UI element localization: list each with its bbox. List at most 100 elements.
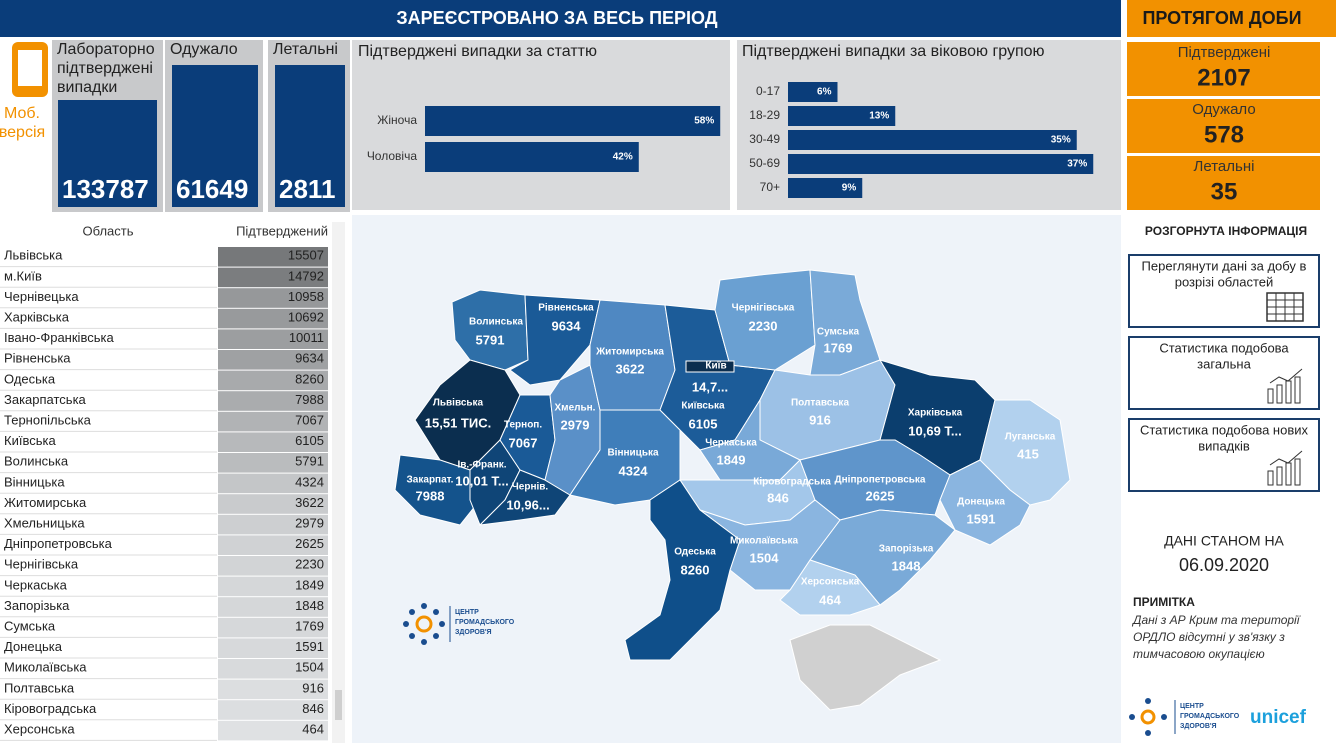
value-cell <box>218 288 328 308</box>
note-title: ПРИМІТКА <box>1133 595 1195 609</box>
region-value: 7988 <box>416 488 445 503</box>
table-header <box>0 220 330 245</box>
region-name: Одеська <box>4 371 56 386</box>
category-label: 50-69 <box>749 156 780 170</box>
button-label[interactable]: випадків <box>1198 438 1250 453</box>
chart-icon-bar[interactable] <box>1267 388 1274 404</box>
button-label[interactable]: Переглянути дані за добу в <box>1142 258 1307 273</box>
value-label: 35% <box>1051 135 1071 146</box>
region-value: 415 <box>1017 446 1039 461</box>
stat-value: 133787 <box>62 174 149 204</box>
logo-text: ГРОМАДСЬКОГО <box>1180 713 1240 720</box>
region-value: 5791 <box>476 332 505 347</box>
region-value: 2979 <box>561 417 590 432</box>
region-value: 7067 <box>295 413 324 428</box>
region-name: Сумська <box>4 619 56 634</box>
region-name: Дніпропетровська <box>4 536 113 551</box>
details-button[interactable] <box>1128 336 1320 410</box>
region-name: Кіровоградська <box>753 477 831 488</box>
value-cell <box>218 720 328 741</box>
daily-label: Одужало <box>1192 101 1255 118</box>
button-label[interactable]: Статистика подобова <box>1159 340 1289 355</box>
value-cell <box>218 411 328 432</box>
button-label[interactable]: загальна <box>1197 356 1251 371</box>
value-label: 42% <box>613 152 633 163</box>
mobile-label[interactable]: версія <box>0 124 45 141</box>
stat-label: Летальні <box>273 41 338 58</box>
chart-icon-bar[interactable] <box>1267 470 1274 486</box>
region-name: Миколаївська <box>4 660 87 675</box>
daily-value: 35 <box>1211 178 1238 205</box>
chart-icon-line[interactable] <box>1269 450 1303 466</box>
chart-icon-bar[interactable] <box>1294 458 1301 486</box>
logo-text: ЦЕНТР <box>455 609 479 616</box>
chart-icon-bar[interactable] <box>1294 376 1301 404</box>
region-value: 1769 <box>295 619 324 634</box>
value-cell <box>218 576 328 597</box>
chart-icon-bar[interactable] <box>1276 466 1283 486</box>
region <box>939 459 1031 546</box>
region-name: м.Київ <box>4 268 42 283</box>
daily-value: 2107 <box>1197 64 1250 91</box>
scrollbar[interactable] <box>332 222 345 743</box>
region-value: 6105 <box>689 416 718 431</box>
bar <box>788 130 1077 150</box>
region-name: Херсонська <box>4 722 75 737</box>
value-label: 58% <box>694 116 714 127</box>
value-cell <box>218 453 328 473</box>
region-value: 1591 <box>295 639 324 654</box>
region-name: Закарпат. <box>407 475 454 486</box>
note-text: тимчасовою окупацією <box>1133 647 1265 661</box>
chart-icon-bar[interactable] <box>1276 384 1283 404</box>
button-label[interactable]: Статистика подобова нових <box>1140 422 1309 437</box>
region <box>624 479 741 661</box>
stat-box <box>58 100 157 207</box>
value-cell <box>218 679 328 700</box>
value-cell <box>218 700 328 720</box>
region <box>451 289 529 371</box>
logo-text: ЦЕНТР <box>1180 703 1204 710</box>
details-button[interactable] <box>1128 418 1320 492</box>
chart-icon-line[interactable] <box>1269 368 1303 384</box>
category-label: 70+ <box>760 180 780 194</box>
region-value: 2625 <box>295 536 324 551</box>
date-value: 06.09.2020 <box>1179 555 1269 575</box>
region-value: 464 <box>819 592 841 607</box>
value-cell <box>218 391 328 411</box>
region-value: 5791 <box>295 454 324 469</box>
region-name: Сумська <box>817 327 860 338</box>
header-bar <box>0 0 1121 37</box>
value-cell <box>218 617 328 638</box>
scrollbar-thumb[interactable] <box>335 690 342 720</box>
region-name: Вінницька <box>4 474 65 489</box>
value-cell <box>218 329 328 349</box>
value-label: 6% <box>817 87 832 98</box>
stat-value: 2811 <box>279 174 335 204</box>
region-name: Житомирська <box>595 347 664 358</box>
stat-label: підтверджені <box>57 60 153 77</box>
region-name: Полтавська <box>791 398 849 409</box>
region-value: 10,01 Т... <box>455 473 508 488</box>
button-label[interactable]: розрізі областей <box>1175 274 1274 289</box>
region-name: Миколаївська <box>730 536 799 547</box>
category-label: 30-49 <box>749 132 780 146</box>
region-value: 916 <box>809 412 831 427</box>
daily-card <box>1127 42 1320 96</box>
bar <box>425 106 721 136</box>
daily-card <box>1127 99 1320 153</box>
region-value: 1848 <box>295 598 324 613</box>
region-name: Волинська <box>469 317 523 328</box>
details-button[interactable] <box>1128 254 1320 328</box>
value-cell <box>218 659 328 679</box>
bar <box>425 142 639 172</box>
region-name: Тернопільська <box>4 413 92 428</box>
region-value: 7067 <box>509 435 538 450</box>
region-name: Одеська <box>674 547 716 558</box>
header-title: ЗАРЕЄСТРОВАНО ЗА ВЕСЬ ПЕРІОД <box>396 8 717 28</box>
value-label: 37% <box>1067 159 1087 170</box>
crimea <box>789 624 942 711</box>
mobile-label[interactable]: Моб. <box>4 105 40 122</box>
value-cell <box>218 350 328 370</box>
region-name: Чернігівська <box>4 557 79 572</box>
